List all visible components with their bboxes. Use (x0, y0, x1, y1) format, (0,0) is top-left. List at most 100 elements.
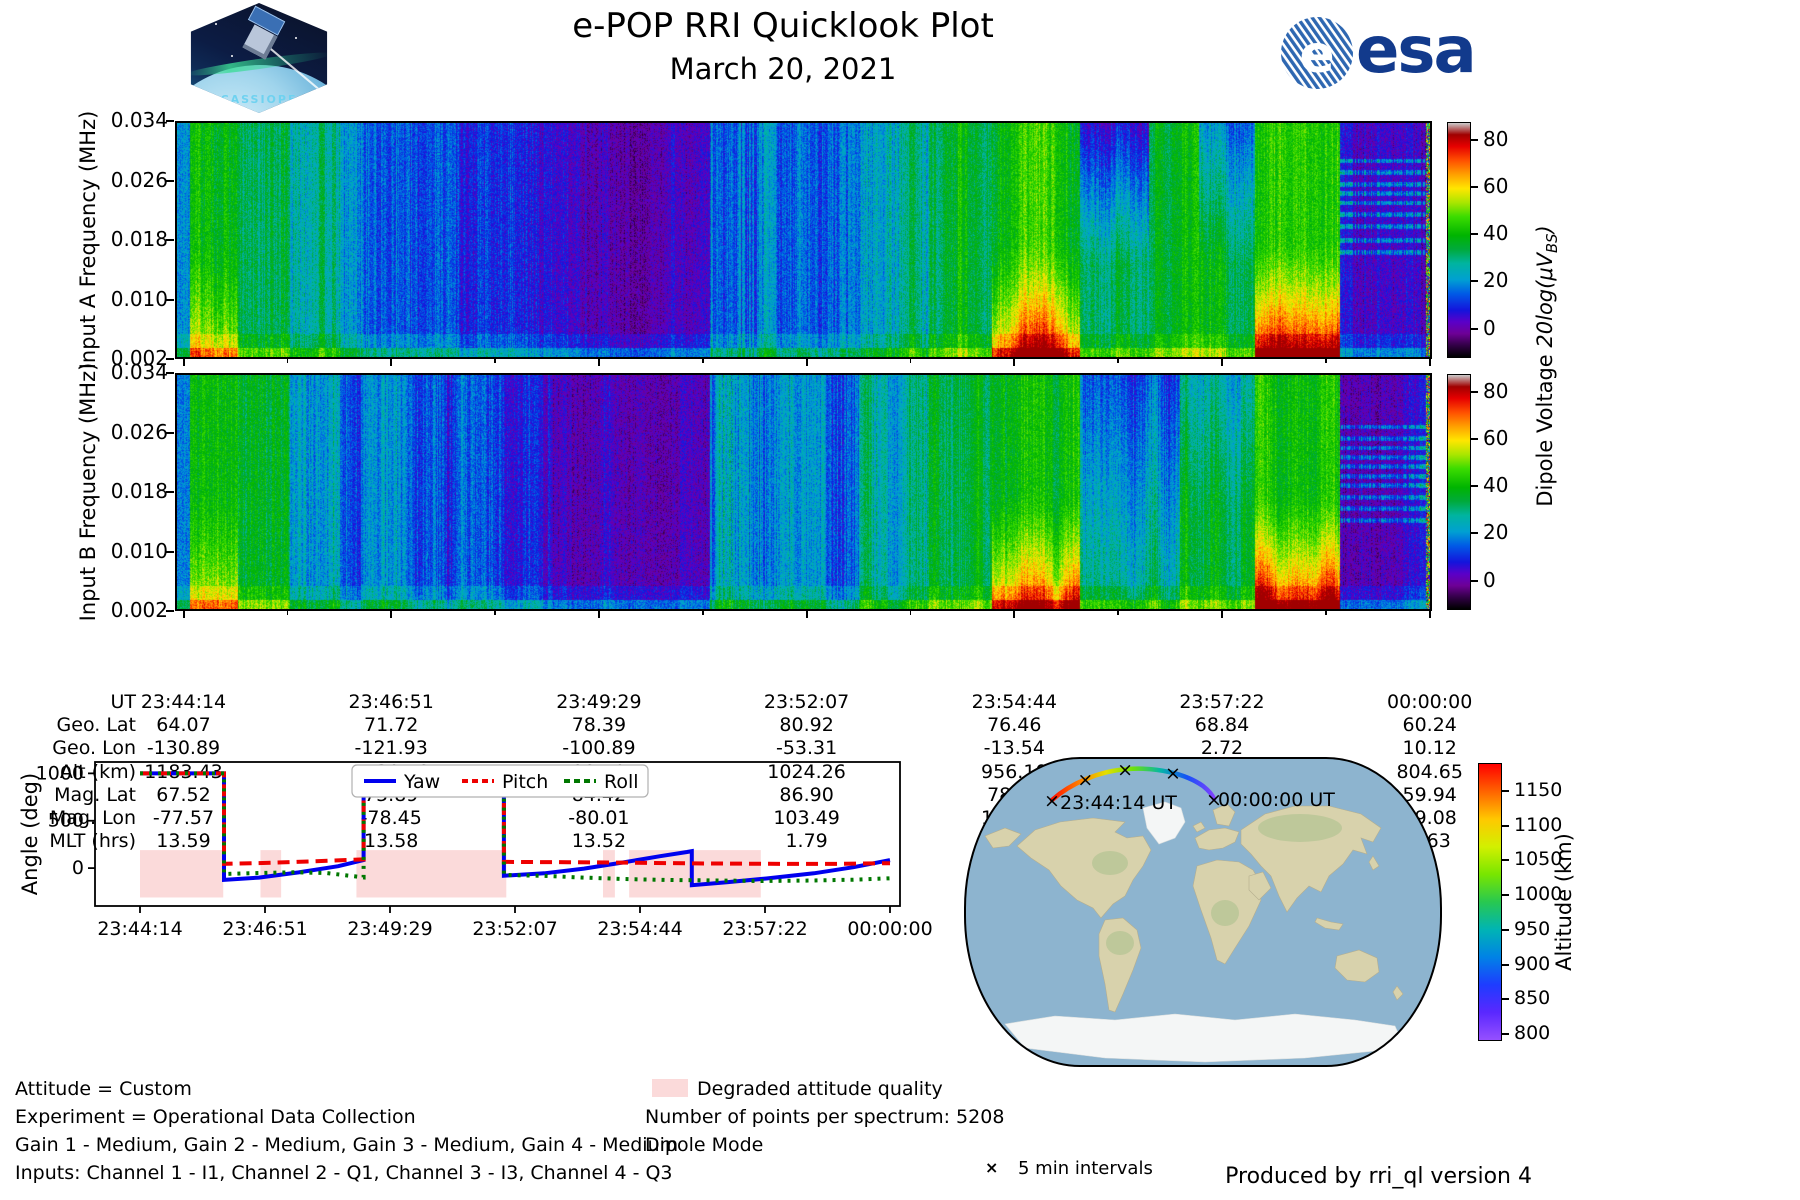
angle-x-tick-label: 23:46:51 (222, 918, 307, 940)
legend-label-pitch: Pitch (502, 771, 548, 793)
map-europe (1194, 827, 1240, 851)
map-arabia (1248, 871, 1272, 901)
dipole-cbar-tick (1471, 579, 1478, 582)
esa-wordmark: esa (1356, 14, 1477, 88)
panel-b-x-tick (1221, 611, 1223, 618)
dipole-label-subscript: BS (1544, 233, 1562, 253)
altitude-cbar-tick-label: 800 (1514, 1022, 1551, 1045)
spectrogram-panel-b (175, 373, 1432, 611)
legend-label-yaw: Yaw (403, 771, 440, 793)
map-body: × × × × × 23:44:14 UT 00:00:00 UT (965, 758, 1441, 1066)
ephemeris-cell: -100.89 (562, 737, 636, 760)
dipole-colorbar-b (1447, 374, 1471, 610)
ephemeris-cell: -130.89 (146, 737, 221, 760)
annotation-dipole-mode: Dipole Mode (645, 1134, 764, 1156)
dipole-cbar-tick (1471, 280, 1478, 283)
dipole-cbar-tick-label: 20 (1483, 268, 1509, 293)
x-marker-icon: × (1117, 759, 1133, 781)
spectrogram-a-canvas (177, 123, 1430, 357)
dipole-cbar-tick-label: 40 (1483, 473, 1509, 498)
map-australia (1334, 949, 1380, 983)
altitude-cbar-tick-label: 1100 (1514, 813, 1563, 836)
produced-by-credit: Produced by rri_ql version 4 (1225, 1164, 1532, 1189)
ephemeris-cell: 23:57:22 (1179, 691, 1265, 713)
dipole-cbar-tick-label: 0 (1483, 567, 1496, 592)
panel-b-x-minor-tick (494, 611, 496, 615)
x-marker-icon: × (1165, 763, 1181, 785)
angle-y-tick-label: 500 (48, 810, 84, 832)
altitude-cbar-tick (1502, 859, 1509, 862)
dipole-cbar-tick-label: 60 (1483, 173, 1509, 198)
star-icon (215, 23, 217, 25)
ephemeris-cell: 103.49 (773, 807, 840, 829)
ephemeris-cell: 1.79 (785, 830, 828, 853)
altitude-cbar-tick (1502, 824, 1509, 827)
satellite-ground-track (1049, 766, 1217, 803)
ephemeris-cell: -80.01 (568, 807, 630, 829)
ephemeris-cell: 60.24 (1402, 714, 1457, 737)
attitude-angle-chart: 1000 500 0 23:44:14 23:46:51 23:49:29 23:52:07… (36, 761, 933, 940)
ephemeris-cell: 23:54:44 (971, 691, 1057, 713)
panel-a-x-minor-tick (1117, 359, 1119, 363)
panel-a-x-tick (390, 359, 393, 366)
map-indonesia (1314, 917, 1344, 931)
angle-chart-axis-box (94, 761, 901, 907)
altitude-cbar-tick (1502, 1033, 1509, 1036)
ephemeris-cell: -77.57 (152, 807, 215, 829)
altitude-cbar-tick-label: 1050 (1514, 848, 1563, 871)
panel-b-x-minor-tick (1117, 611, 1119, 615)
panel-b-y-tick-label: 0.026 (110, 419, 168, 444)
ephemeris-cell: 13.59 (156, 830, 211, 853)
star-icon (231, 55, 233, 57)
dipole-label-prefix: Dipole Voltage (1532, 347, 1557, 507)
esa-globe-icon: e (1281, 17, 1353, 89)
track-interval-markers: × × × × × (1044, 759, 1222, 812)
annotation-marker-legend: 5 min intervals (1018, 1158, 1153, 1179)
dipole-cbar-tick-label: 20 (1483, 520, 1509, 545)
ephemeris-cell: -78.45 (360, 807, 422, 829)
dipole-label-math: 20log(μV (1532, 252, 1557, 348)
panel-a-x-tick (597, 359, 600, 366)
annotation-gains: Gain 1 - Medium, Gain 2 - Medium, Gain 3… (15, 1134, 679, 1156)
angle-x-tick-label: 23:52:07 (472, 918, 557, 940)
panel-b-y-tick-label: 0.010 (110, 538, 168, 563)
map-vegetation-tint (1092, 814, 1342, 955)
track-start-time-label: 23:44:14 UT (1060, 792, 1177, 814)
ephemeris-cell: 80.92 (779, 714, 834, 737)
ephemeris-cell: 86.90 (779, 783, 834, 806)
dipole-cbar-tick (1471, 185, 1478, 188)
degraded-attitude-region (603, 850, 615, 898)
dipole-cbar-tick-label: 60 (1483, 425, 1509, 450)
degraded-attitude-region (356, 850, 507, 898)
panel-a-x-minor-tick (702, 359, 704, 363)
ephemeris-cell: 804.65 (1396, 760, 1463, 783)
panel-b-x-tick (182, 611, 185, 618)
x-marker-icon: × (985, 1158, 999, 1177)
angle-y-tick-label: 0 (72, 857, 84, 879)
annotation-attitude: Attitude = Custom (15, 1078, 192, 1100)
altitude-cbar-tick (1502, 928, 1509, 931)
ephemeris-row-label: UT (110, 691, 136, 713)
panel-a-y-tick-label: 0.034 (110, 108, 168, 132)
dipole-cbar-tick (1471, 390, 1478, 393)
altitude-cbar-tick-label: 950 (1514, 917, 1551, 940)
panel-a-x-minor-tick (494, 359, 496, 363)
altitude-cbar-tick (1502, 963, 1509, 966)
ground-track-map: × × × × × 23:44:14 UT 00:00:00 UT (964, 757, 1442, 1067)
ephemeris-cell: 23:52:07 (763, 691, 850, 713)
panel-a-x-tick (805, 359, 808, 366)
panel-b-x-tick (805, 611, 808, 618)
map-new-zealand (1392, 985, 1404, 1001)
panel-a-y-tick (166, 298, 174, 301)
altitude-cbar-tick-label: 1150 (1514, 778, 1563, 801)
angle-x-tick-label: 23:54:44 (597, 918, 682, 940)
dipole-cbar-tick (1471, 138, 1478, 141)
map-scandinavia (1212, 803, 1236, 827)
panel-a-y-tick (166, 120, 174, 122)
cassiope-mission-logo: CASSIOPE (190, 3, 328, 113)
ephemeris-row-label: Geo. Lat (56, 714, 136, 737)
panel-a-x-minor-tick (909, 359, 912, 363)
ephemeris-cell: -13.54 (983, 737, 1045, 760)
panel-b-y-tick-label: 0.034 (110, 360, 168, 384)
